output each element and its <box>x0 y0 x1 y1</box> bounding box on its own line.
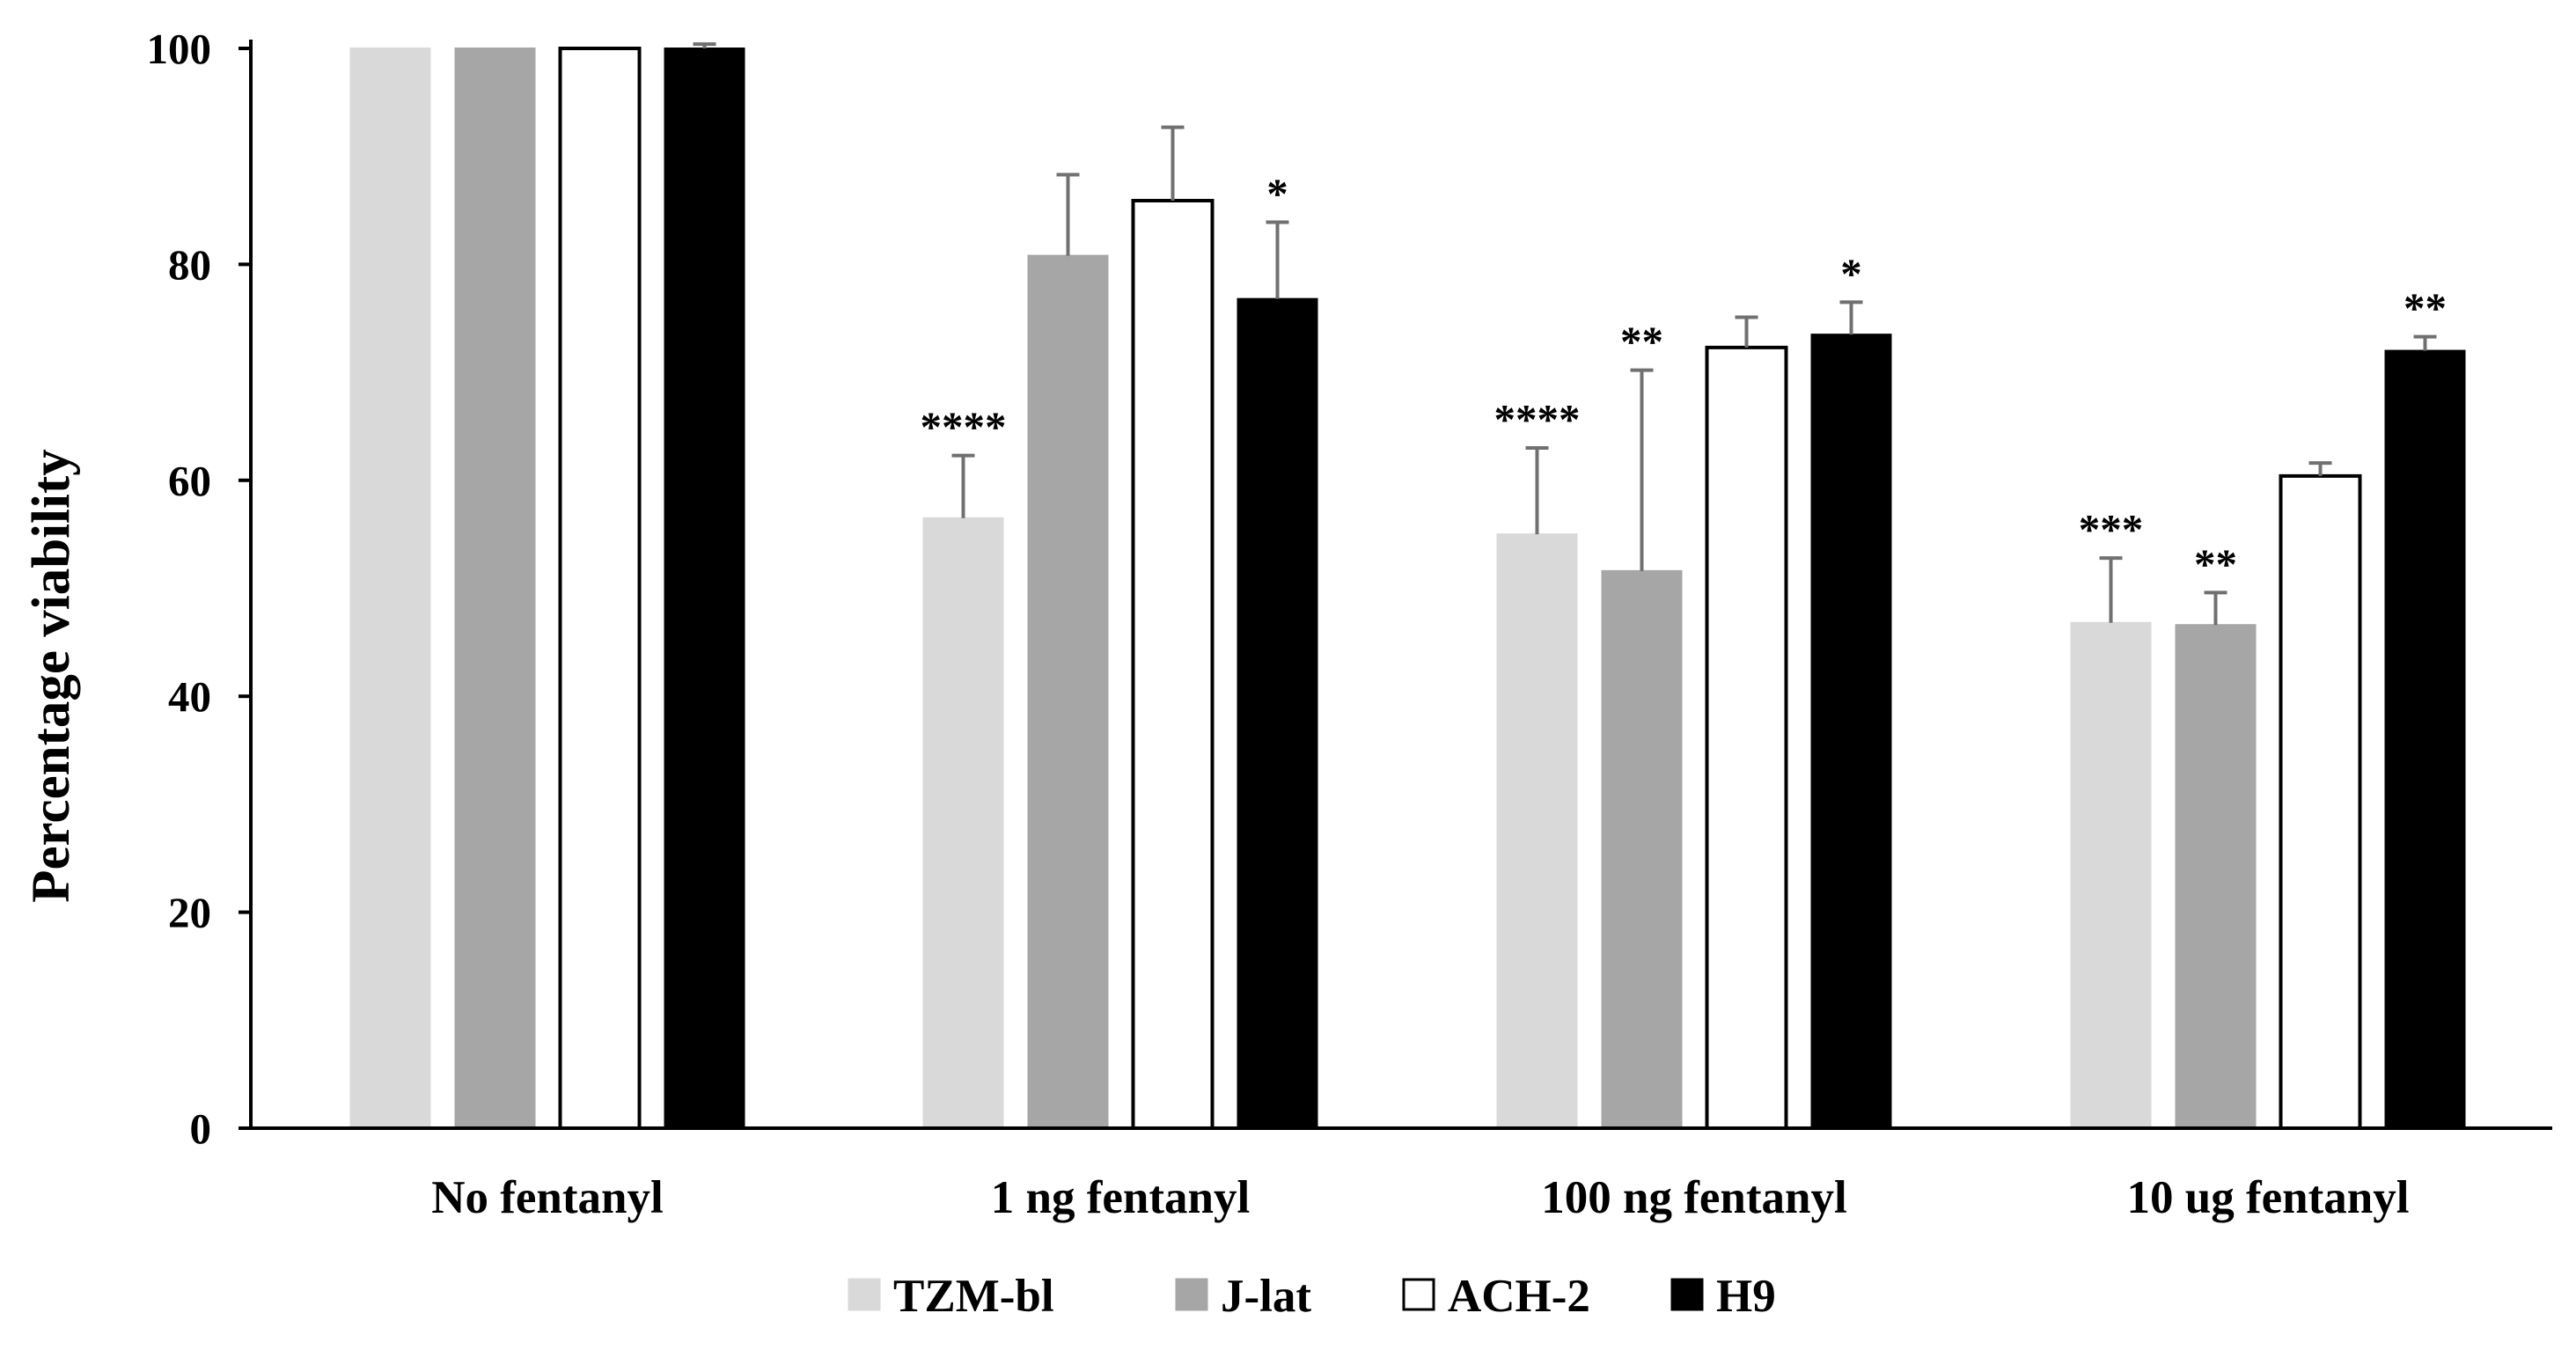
legend-label: H9 <box>1716 1271 1776 1322</box>
legend: TZM-bl J-lat ACH-2 H9 <box>848 1271 1776 1322</box>
significance-label: ** <box>2194 539 2237 588</box>
x-category-label: No fentanyl <box>431 1172 664 1223</box>
bar-h9-2 <box>1237 297 1318 1129</box>
legend-swatch <box>1670 1278 1704 1311</box>
bar-tzm-bl-1 <box>349 48 431 1129</box>
bar-j-lat-3 <box>1601 569 1683 1129</box>
error-bar-ach-2-4 <box>2308 461 2332 476</box>
significance-label: **** <box>1494 395 1581 444</box>
legend-swatch <box>1175 1278 1208 1311</box>
legend-label: J-lat <box>1221 1271 1311 1322</box>
error-bar-tzm-bl-2 <box>951 453 975 518</box>
bar-ach-2-4 <box>2279 473 2362 1130</box>
bar-h9-1 <box>664 48 745 1129</box>
error-bar-tzm-bl-4 <box>2099 556 2123 623</box>
significance-label: ** <box>1620 318 1663 366</box>
x-axis-category-labels: No fentanyl 1 ng fentanyl 100 ng fentanyl 1… <box>431 1172 2409 1223</box>
x-category-label: 100 ng fentanyl <box>1541 1172 1846 1223</box>
error-bar-ach-2-2 <box>1161 125 1185 202</box>
legend-item-j-lat: J-lat <box>1175 1271 1311 1322</box>
y-tick-label: 80 <box>168 240 211 289</box>
legend-swatch <box>848 1278 881 1311</box>
y-tick-label: 40 <box>168 672 211 721</box>
bar-ach-2-2 <box>1131 199 1215 1131</box>
bar-h9-4 <box>2384 349 2466 1129</box>
bar-j-lat-4 <box>2175 624 2257 1129</box>
legend-item-h9: H9 <box>1670 1271 1776 1322</box>
significance-label: **** <box>921 403 1007 451</box>
error-bar-tzm-bl-3 <box>1525 445 1549 535</box>
significance-label: * <box>1266 170 1288 218</box>
bar-tzm-bl-2 <box>922 517 1004 1129</box>
axes <box>249 40 2552 1130</box>
y-tick-label: 20 <box>168 889 211 937</box>
legend-item-tzm-bl: TZM-bl <box>848 1271 1054 1322</box>
legend-label: ACH-2 <box>1448 1271 1590 1322</box>
bar-tzm-bl-4 <box>2070 621 2152 1129</box>
bar-ach-2-1 <box>558 47 642 1130</box>
legend-item-ach-2: ACH-2 <box>1402 1271 1590 1322</box>
error-bar-h9-1 <box>693 42 716 48</box>
y-axis-ticks: 0 20 40 60 80 100 <box>147 25 251 1153</box>
y-tick-label: 0 <box>190 1104 212 1153</box>
x-category-label: 10 ug fentanyl <box>2127 1172 2410 1223</box>
error-bar-j-lat-4 <box>2204 590 2227 626</box>
legend-label: TZM-bl <box>893 1271 1054 1322</box>
significance-label: ** <box>2404 284 2447 333</box>
bar-h9-3 <box>1810 334 1892 1129</box>
significance-labels: **** *************** <box>921 170 2448 589</box>
y-axis-title: Percentage viability <box>22 449 81 903</box>
bar-tzm-bl-3 <box>1496 533 1578 1129</box>
significance-label: *** <box>2079 505 2144 554</box>
error-bar-ach-2-3 <box>1735 315 1758 348</box>
bar-j-lat-1 <box>454 48 536 1129</box>
bars-layer <box>349 47 2466 1131</box>
error-bar-h9-3 <box>1839 300 1863 335</box>
x-category-label: 1 ng fentanyl <box>991 1172 1250 1223</box>
error-bar-h9-2 <box>1266 220 1289 299</box>
bar-ach-2-3 <box>1705 345 1788 1130</box>
significance-label: * <box>1840 249 1862 297</box>
y-tick-label: 100 <box>147 25 212 73</box>
error-bar-j-lat-3 <box>1630 368 1654 571</box>
error-bars-layer <box>693 42 2437 626</box>
legend-swatch <box>1402 1278 1435 1311</box>
error-bar-h9-4 <box>2413 334 2437 351</box>
y-tick-label: 60 <box>168 457 211 505</box>
error-bar-j-lat-2 <box>1056 172 1080 256</box>
bar-j-lat-2 <box>1027 254 1109 1130</box>
